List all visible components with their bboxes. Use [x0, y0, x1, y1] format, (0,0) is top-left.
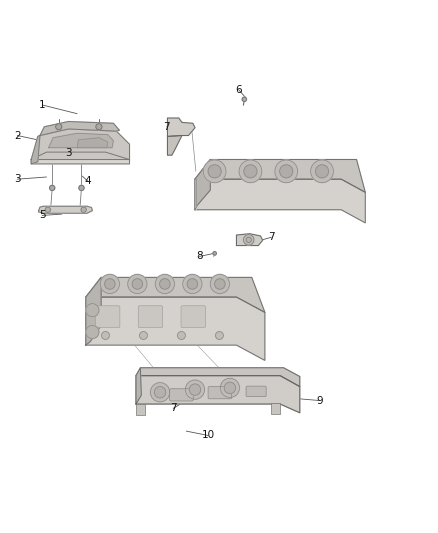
Polygon shape	[195, 159, 365, 192]
Text: 7: 7	[163, 122, 170, 132]
Circle shape	[132, 279, 143, 289]
Circle shape	[177, 332, 185, 340]
Circle shape	[224, 382, 236, 393]
Circle shape	[45, 207, 50, 212]
Text: 2: 2	[14, 131, 21, 141]
Circle shape	[185, 380, 205, 399]
Polygon shape	[167, 135, 182, 155]
Text: 3: 3	[14, 174, 21, 184]
Polygon shape	[195, 159, 210, 210]
Circle shape	[86, 326, 99, 338]
Circle shape	[244, 165, 257, 178]
Polygon shape	[136, 376, 300, 413]
Circle shape	[79, 185, 84, 190]
Polygon shape	[136, 368, 141, 404]
Circle shape	[86, 304, 99, 317]
Polygon shape	[86, 297, 265, 360]
Bar	[136, 404, 145, 415]
Circle shape	[208, 165, 221, 178]
Polygon shape	[31, 129, 130, 159]
Circle shape	[159, 279, 170, 289]
Polygon shape	[237, 234, 263, 246]
Text: 8: 8	[196, 252, 203, 262]
Text: 7: 7	[268, 232, 275, 242]
Circle shape	[128, 274, 147, 294]
Circle shape	[100, 274, 120, 294]
Text: 7: 7	[170, 403, 177, 414]
FancyBboxPatch shape	[181, 306, 205, 328]
Circle shape	[210, 274, 230, 294]
Circle shape	[311, 160, 333, 183]
Circle shape	[150, 383, 170, 402]
Polygon shape	[195, 179, 365, 223]
Polygon shape	[31, 152, 130, 164]
Polygon shape	[49, 133, 113, 148]
Polygon shape	[86, 277, 265, 312]
Circle shape	[105, 279, 115, 289]
Circle shape	[242, 97, 247, 101]
FancyBboxPatch shape	[95, 306, 120, 328]
Circle shape	[102, 332, 110, 340]
FancyBboxPatch shape	[170, 389, 193, 401]
Circle shape	[280, 165, 293, 178]
Circle shape	[81, 207, 86, 212]
Circle shape	[215, 279, 225, 289]
Circle shape	[140, 332, 148, 340]
Text: 3: 3	[65, 148, 72, 158]
Text: 9: 9	[316, 395, 323, 406]
FancyBboxPatch shape	[138, 306, 162, 328]
Text: 4: 4	[85, 176, 92, 187]
Circle shape	[239, 160, 262, 183]
Polygon shape	[86, 277, 101, 345]
Circle shape	[155, 274, 174, 294]
Circle shape	[244, 235, 254, 245]
Polygon shape	[77, 138, 108, 148]
Circle shape	[189, 384, 201, 395]
Text: 5: 5	[39, 211, 46, 221]
Polygon shape	[195, 179, 196, 210]
Polygon shape	[31, 135, 40, 164]
Bar	[272, 403, 280, 414]
Circle shape	[96, 124, 102, 130]
Polygon shape	[167, 118, 195, 136]
Circle shape	[154, 386, 166, 398]
Circle shape	[56, 124, 62, 130]
Circle shape	[183, 274, 202, 294]
Polygon shape	[40, 122, 120, 135]
Circle shape	[220, 378, 240, 398]
Polygon shape	[136, 368, 300, 386]
Text: 6: 6	[235, 85, 242, 95]
Circle shape	[246, 237, 251, 243]
Text: 1: 1	[39, 100, 46, 110]
FancyBboxPatch shape	[246, 386, 266, 397]
Circle shape	[187, 279, 198, 289]
Circle shape	[275, 160, 297, 183]
Circle shape	[315, 165, 328, 178]
Circle shape	[203, 160, 226, 183]
FancyBboxPatch shape	[208, 386, 232, 399]
Polygon shape	[39, 206, 92, 213]
Circle shape	[49, 185, 55, 190]
Text: 10: 10	[201, 431, 215, 440]
Circle shape	[213, 252, 216, 255]
Circle shape	[215, 332, 223, 340]
